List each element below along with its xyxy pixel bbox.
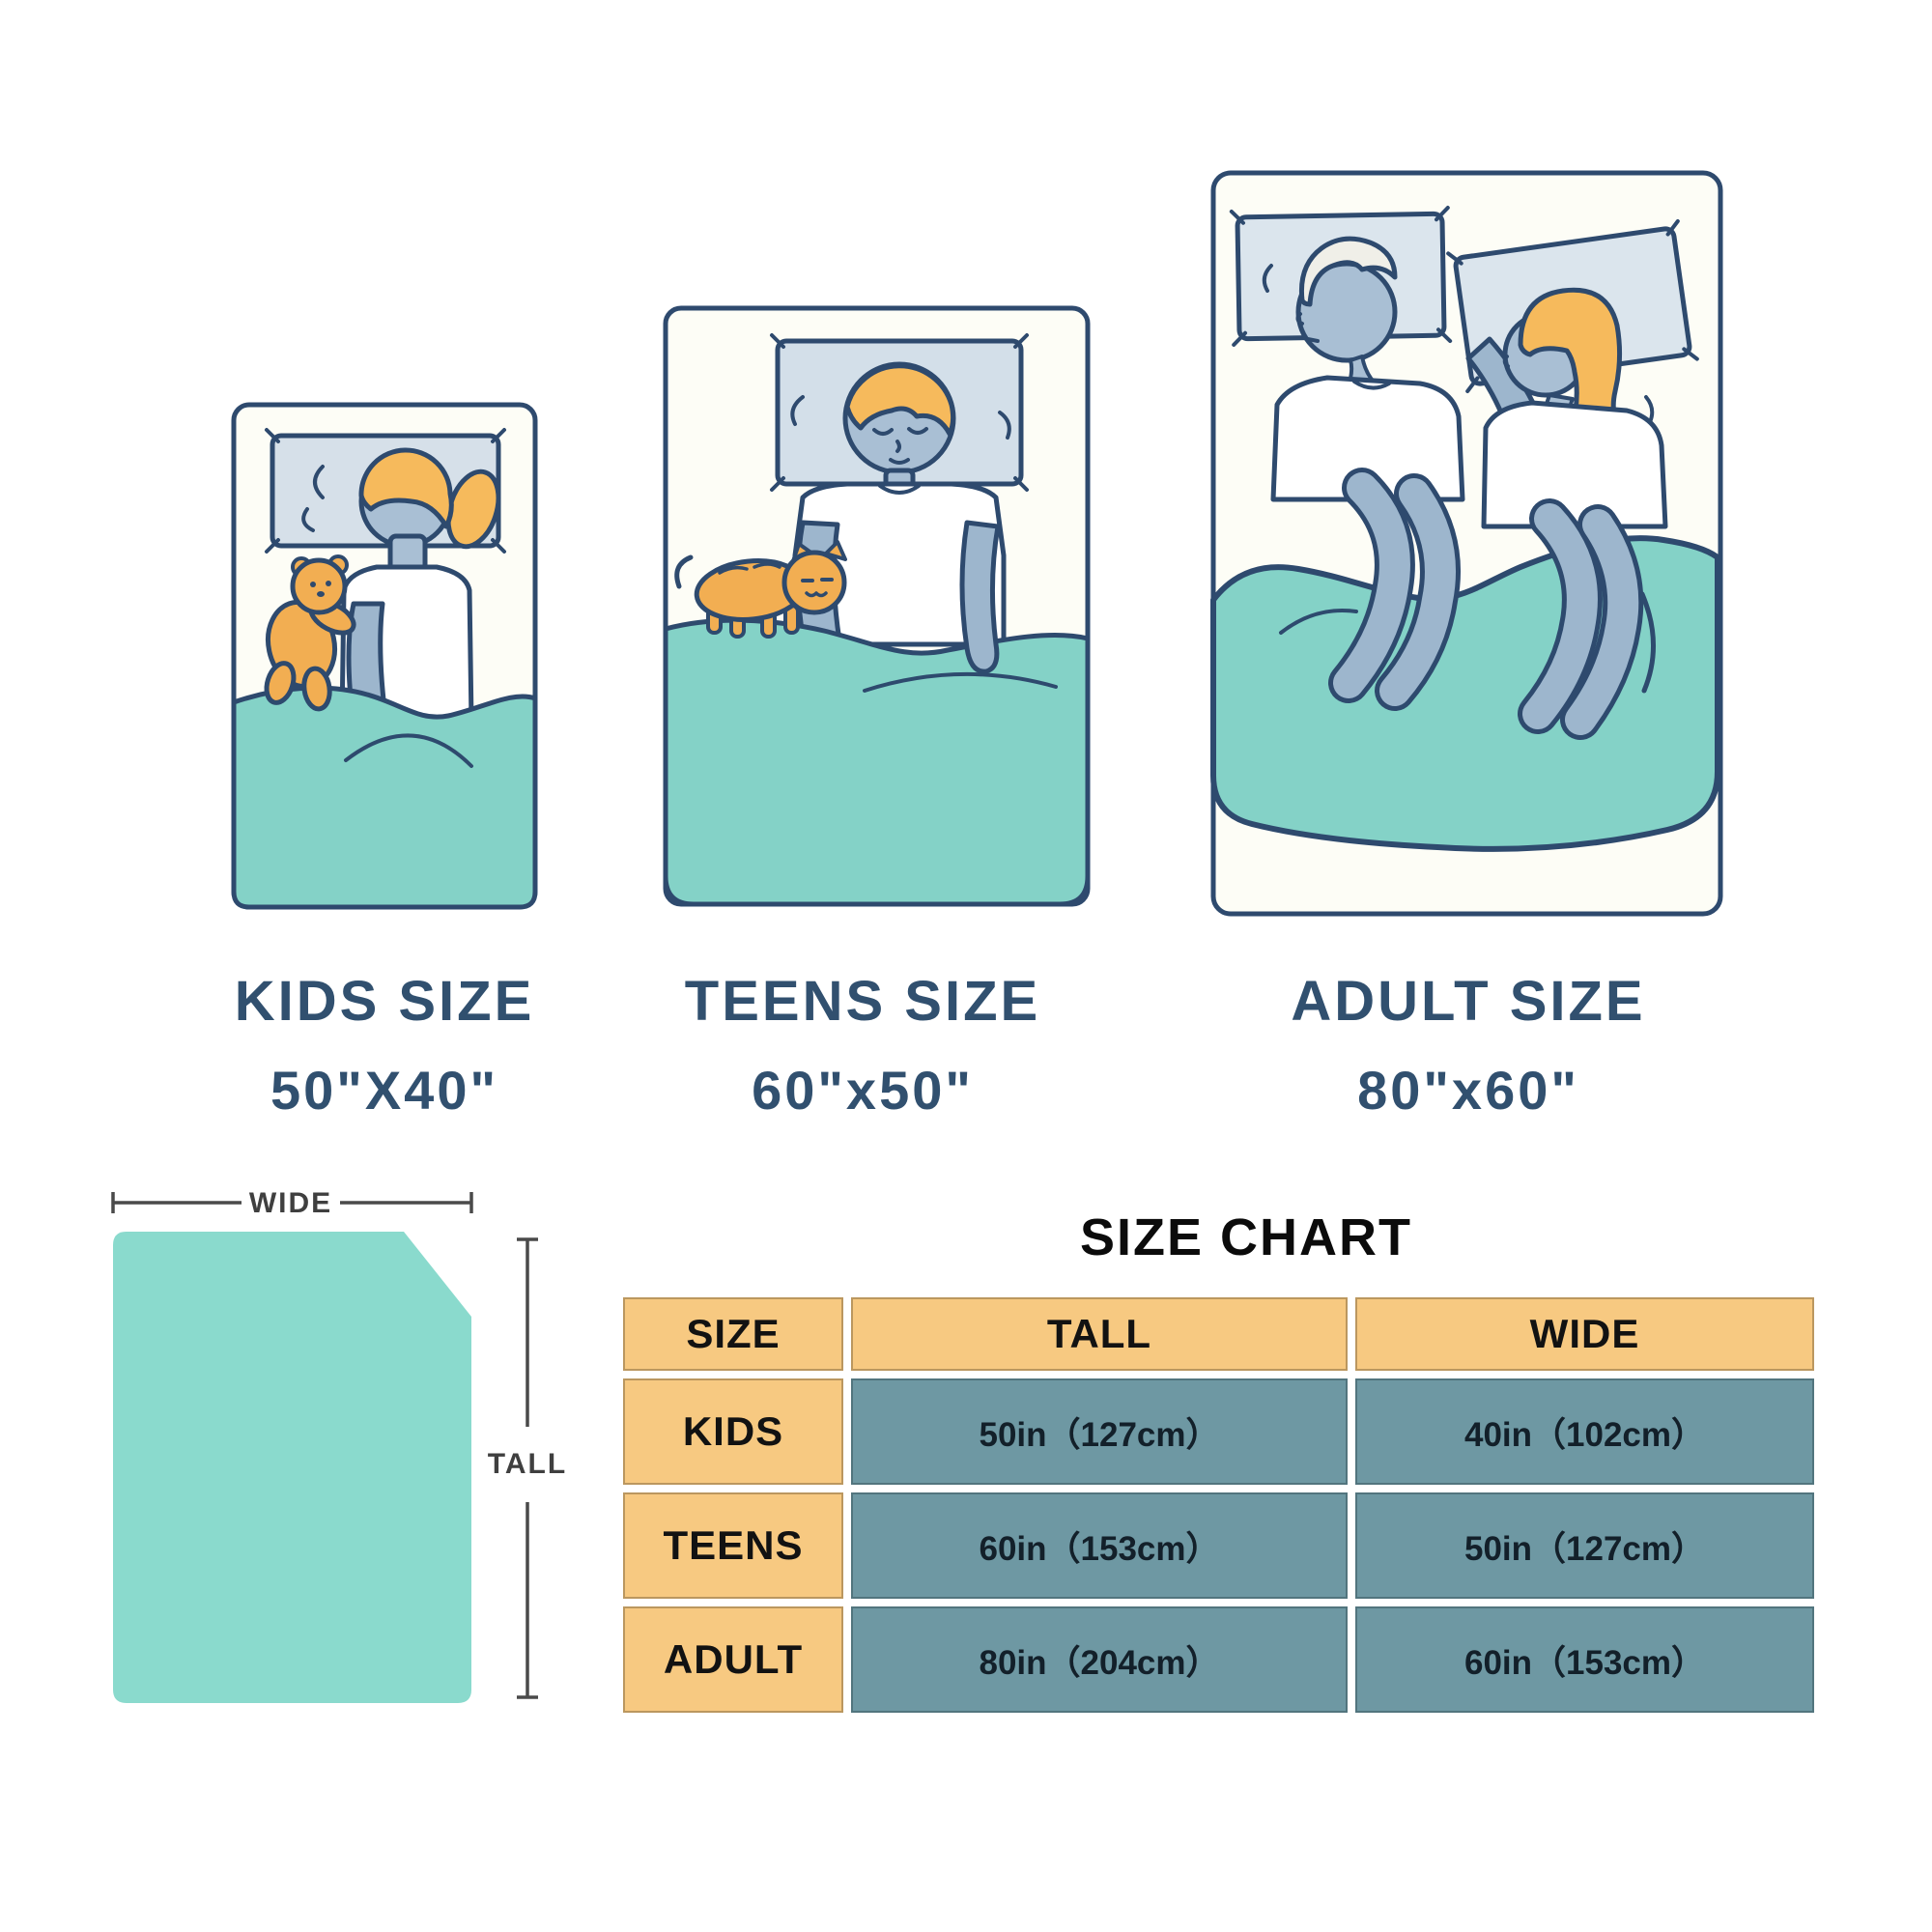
teens-size-dimensions: 60"x50" — [752, 1060, 974, 1121]
size-chart-table: SIZE TALL WIDE KIDS 50in（127cm） 40in（102… — [623, 1297, 1814, 1713]
teens-size-label: TEENS SIZE 60"x50" — [650, 968, 1075, 1122]
column-header-wide: WIDE — [1355, 1297, 1814, 1371]
adult-tall-value: 80in（204cm） — [851, 1606, 1348, 1713]
dimension-diagram: WIDE TALL — [111, 1187, 567, 1703]
kids-wide-value: 40in（102cm） — [1355, 1378, 1814, 1485]
tall-label: TALL — [488, 1448, 567, 1480]
row-label-teens: TEENS — [623, 1492, 843, 1599]
blanket-fold-line — [344, 733, 473, 768]
blanket-fold-line — [863, 671, 1058, 693]
blanket-fold-line — [1279, 608, 1358, 635]
teens-blanket — [663, 617, 1091, 907]
column-header-tall: TALL — [851, 1297, 1348, 1371]
boy-shirt — [792, 481, 1007, 647]
kids-size-title: KIDS SIZE — [234, 970, 535, 1033]
blanket-fold-line — [1639, 591, 1657, 694]
kids-size-label: KIDS SIZE 50"X40" — [172, 968, 597, 1122]
woman-legs — [1518, 498, 1644, 740]
diagram-blanket — [113, 1232, 471, 1703]
adult-size-label: ADULT SIZE 80"x60" — [1256, 968, 1681, 1122]
boy-right-arm — [959, 520, 1001, 674]
row-label-adult: ADULT — [623, 1606, 843, 1713]
teens-bed-illustration — [663, 305, 1091, 907]
man-hair — [1298, 236, 1398, 307]
kids-bed-illustration — [231, 402, 538, 910]
row-label-kids: KIDS — [623, 1378, 843, 1485]
sleeping-girl — [339, 447, 501, 727]
adult-wide-value: 60in（153cm） — [1355, 1606, 1814, 1713]
boy-closed-eyes — [872, 427, 928, 436]
adult-size-dimensions: 80"x60" — [1357, 1060, 1579, 1121]
sleeping-woman — [1465, 287, 1668, 529]
teens-tall-value: 60in（153cm） — [851, 1492, 1348, 1599]
wide-dimension-line — [111, 1192, 473, 1213]
woman-shirt — [1481, 400, 1668, 529]
man-legs — [1328, 468, 1461, 711]
wide-label: WIDE — [249, 1187, 332, 1219]
size-chart-title: SIZE CHART — [1080, 1208, 1412, 1266]
sleeping-man — [1270, 236, 1465, 502]
adult-size-title: ADULT SIZE — [1291, 970, 1646, 1033]
adult-bed-illustration — [1210, 170, 1723, 917]
teens-size-title: TEENS SIZE — [684, 970, 1041, 1033]
tall-dimension-line — [517, 1237, 538, 1699]
kids-tall-value: 50in（127cm） — [851, 1378, 1348, 1485]
kids-blanket — [231, 685, 538, 910]
cat — [674, 540, 847, 639]
kids-size-dimensions: 50"X40" — [270, 1060, 499, 1121]
teddy-bear — [264, 554, 356, 712]
column-header-size: SIZE — [623, 1297, 843, 1371]
teens-wide-value: 50in（127cm） — [1355, 1492, 1814, 1599]
man-shirt — [1270, 375, 1465, 502]
